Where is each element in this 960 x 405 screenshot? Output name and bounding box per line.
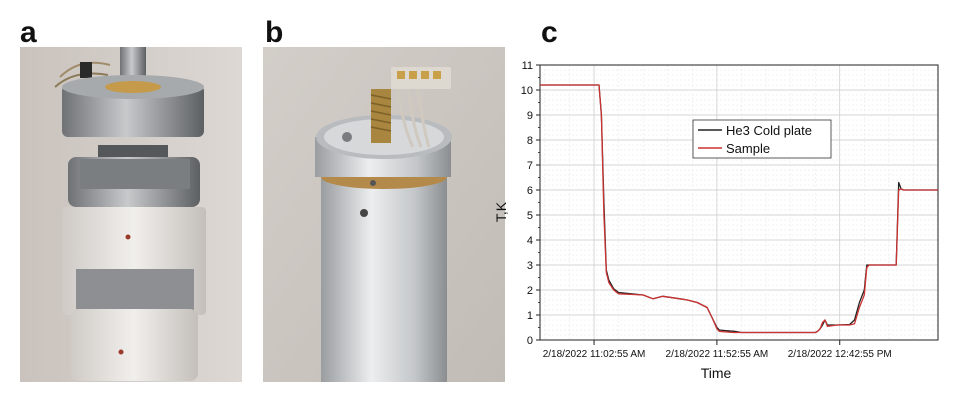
x-tick-label: 2/18/2022 11:52:55 AM [666,349,769,360]
y-tick-label: 1 [527,310,533,322]
y-tick-label: 10 [521,85,533,97]
chart-legend: He3 Cold plate Sample [692,119,832,159]
x-axis-label: Time [701,365,732,381]
y-tick-label: 5 [527,210,533,222]
probe-photo-a [20,47,242,382]
y-tick-label: 9 [527,110,533,122]
temperature-chart: 0 1 2 3 4 5 6 7 8 9 10 11 2/18/2022 11:02:55 AM 2/18/… [493,60,939,381]
y-tick-label: 8 [527,135,533,147]
panel-a-letter: a [20,16,37,49]
y-axis-label: T,K [493,201,509,222]
chart-axes: 0 1 2 3 4 5 6 7 8 9 10 11 2/18/2022 11:02:55 AM 2/18/… [521,60,939,360]
panel-b-letter: b [265,16,284,49]
x-tick-label: 2/18/2022 12:42:55 PM [788,349,892,360]
x-tick-label: 2/18/2022 11:02:55 AM [543,349,646,360]
chart-grid [540,64,939,341]
y-tick-label: 7 [527,160,533,172]
legend-label-sample: Sample [726,141,770,156]
plot-frame [539,64,939,341]
probe-photo-b [263,47,505,382]
legend-label-he3-cold-plate: He3 Cold plate [726,123,812,138]
series-line-sample [540,84,938,334]
panel-c-letter: c [541,16,558,49]
legend-box [692,119,832,159]
y-tick-label: 4 [527,235,533,247]
chart-series [540,84,938,334]
y-tick-label: 3 [527,260,533,272]
y-tick-label: 2 [527,285,533,297]
y-tick-label: 0 [527,335,533,347]
y-tick-label: 6 [527,185,533,197]
y-tick-label: 11 [522,60,533,72]
